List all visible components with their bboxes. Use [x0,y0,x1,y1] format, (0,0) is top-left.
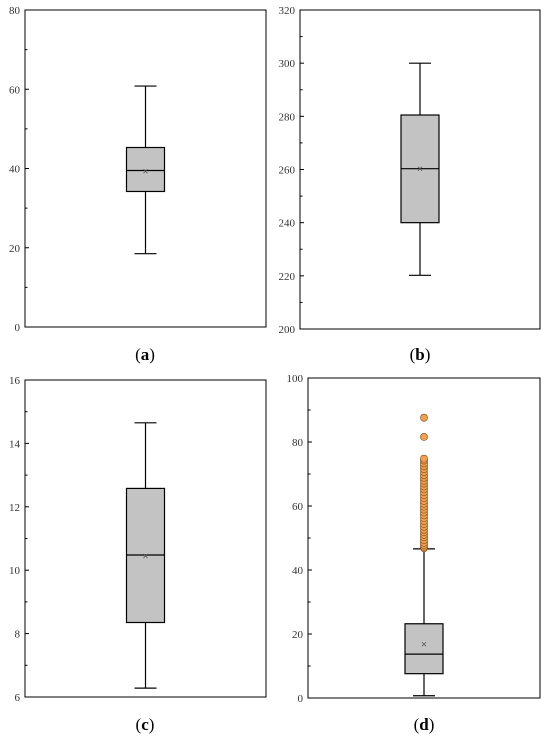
y-tick-label: 280 [279,111,296,123]
y-tick-label: 100 [287,373,304,385]
outlier-point [420,413,428,422]
y-tick-label: 200 [279,324,296,336]
outlier-point [420,432,428,441]
iqr-box [125,146,166,193]
y-tick-label: 20 [292,629,304,641]
mean-marker [143,553,148,559]
mean-marker-stroke [143,553,148,559]
y-tick-label: 80 [9,5,21,17]
chart-panel-c: 6 8 10 12 14 16 (c) [9,375,267,734]
panel-label: (b) [410,345,431,364]
panel-label: (a) [135,345,155,364]
y-tick-label: 16 [9,375,21,387]
y-tick-label: 40 [9,164,21,176]
y-tick-label: 60 [292,501,304,513]
iqr-box [404,623,444,675]
y-tick-label: 0 [298,693,304,705]
y-tick-label: 80 [292,437,304,449]
y-tick-label: 240 [279,218,296,230]
y-tick-label: 8 [15,629,21,641]
y-tick-label: 14 [9,438,21,450]
mean-marker-stroke [417,166,423,171]
outlier-point [420,454,428,463]
mean-marker-stroke [143,168,148,174]
panel-label: (c) [136,715,155,734]
y-tick-label: 300 [279,58,296,70]
y-tick-label: 10 [9,565,21,577]
mean-marker [421,641,427,647]
chart-panel-d: 0 20 40 60 80 100 (d) [287,373,541,734]
mean-marker [417,166,423,171]
chart-panel-b: 200 220 240 260 280 300 320 (b) [279,5,541,364]
chart-panel-a: 0 20 40 60 80 (a) [9,5,267,364]
y-tick-label: 220 [279,271,296,283]
y-tick-label: 20 [9,243,21,255]
panel-label: (d) [414,715,435,734]
y-tick-label: 12 [9,502,20,514]
y-tick-label: 60 [9,84,21,96]
y-tick-label: 0 [15,322,21,334]
y-tick-label: 6 [15,692,21,704]
y-tick-label: 320 [279,5,296,17]
y-tick-label: 40 [292,565,304,577]
y-tick-label: 260 [279,165,296,177]
mean-marker [143,168,148,174]
mean-marker-stroke [421,641,427,647]
